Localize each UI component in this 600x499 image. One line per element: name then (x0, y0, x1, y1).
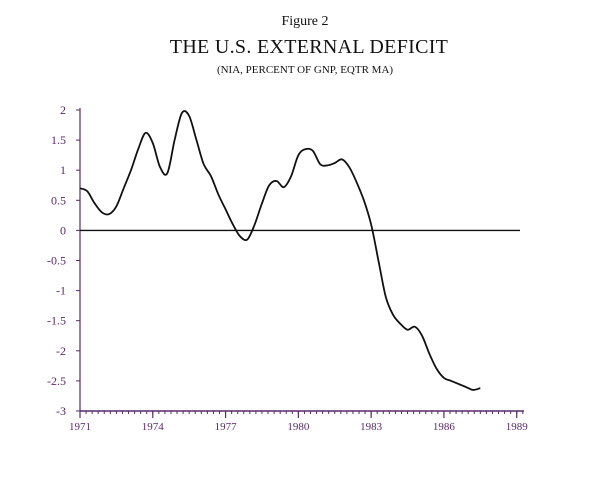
y-tick-label: -0.5 (47, 254, 66, 268)
y-tick-label: -2 (56, 344, 66, 358)
x-tick-label: 1986 (433, 421, 456, 433)
figure-label: Figure 2 (281, 14, 329, 29)
x-tick-label: 1980 (287, 421, 310, 433)
x-tick-label: 1989 (506, 421, 529, 433)
y-tick-label: -3 (56, 404, 66, 418)
y-tick-label: 1 (60, 163, 66, 177)
x-tick-label: 1983 (360, 421, 383, 433)
y-tick-label: 0.5 (51, 193, 66, 207)
series-line (79, 110, 481, 391)
y-tick-label: -1.5 (47, 314, 66, 328)
chart-subtitle: (NIA, PERCENT OF GNP, EQTR MA) (216, 64, 394, 76)
y-tick-label: -1 (56, 284, 66, 298)
y-tick-label: 0 (60, 223, 66, 237)
y-tick-label: 1.5 (51, 133, 66, 147)
y-axis: 2 1.5 1 0.5 0 -0.5 -1 -1.5 -2 -2.5 -3 (47, 103, 81, 418)
y-tick-label: -2.5 (47, 374, 66, 388)
x-tick-label: 1974 (142, 421, 165, 433)
x-tick-label: 1977 (215, 421, 238, 433)
y-tick-label: 2 (60, 103, 66, 117)
series-group (79, 110, 481, 391)
chart-title: THE U.S. EXTERNAL DEFICIT (169, 36, 449, 58)
x-axis: 1971 1974 1977 1980 1983 1986 1989 (69, 410, 529, 433)
x-tick-label: 1971 (69, 421, 91, 433)
